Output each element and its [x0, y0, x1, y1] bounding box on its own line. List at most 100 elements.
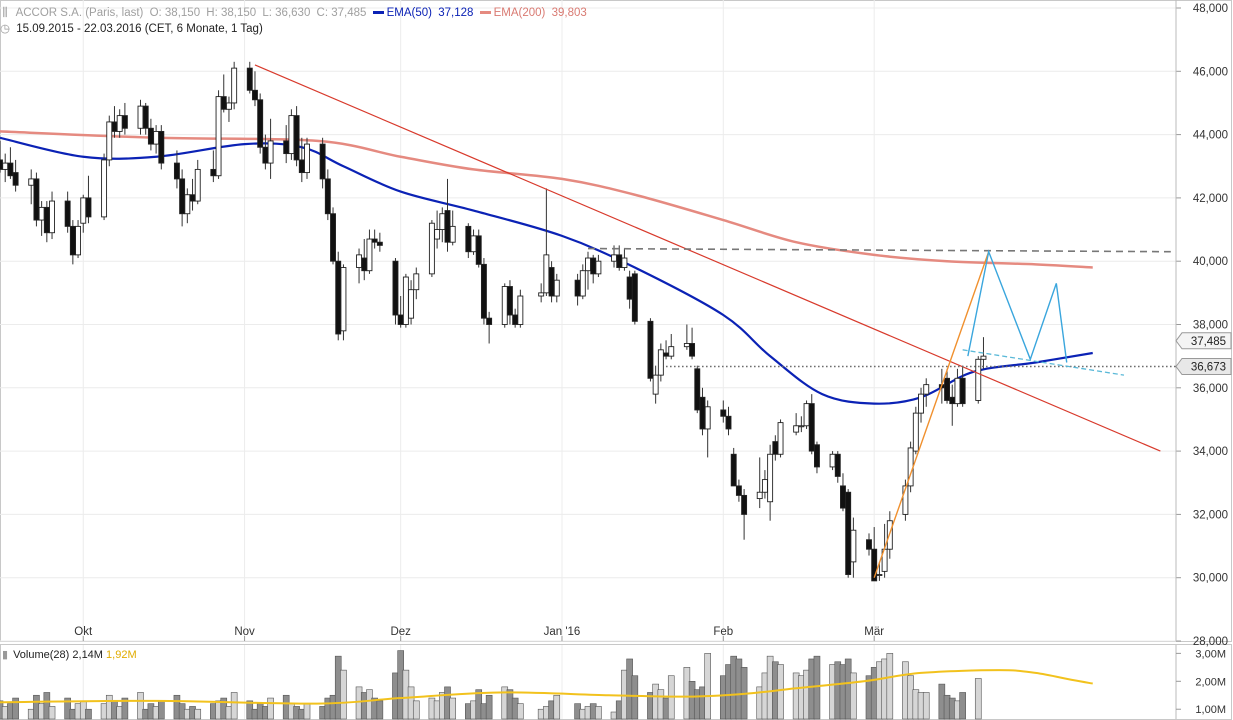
- candle: [683, 343, 690, 348]
- candle: [689, 343, 696, 357]
- candle: [616, 254, 623, 268]
- candle: [538, 292, 545, 297]
- candle: [866, 539, 872, 550]
- candle: [798, 425, 805, 428]
- candle: [2, 162, 9, 170]
- candle: [506, 286, 513, 316]
- x-tick-label: Mär: [864, 626, 884, 638]
- y-tick-label: 38,000: [1193, 320, 1228, 332]
- volume-tick-label: 3,00M: [1195, 648, 1226, 660]
- candle: [43, 206, 50, 234]
- candle: [767, 453, 774, 503]
- volume-bar: [813, 655, 821, 720]
- candle: [283, 140, 290, 155]
- neckline: [962, 349, 1125, 376]
- candle: [772, 441, 779, 455]
- candle: [475, 235, 482, 265]
- candle: [80, 197, 87, 224]
- candle: [553, 279, 560, 297]
- ema200-label[interactable]: EMA(200): [493, 7, 546, 19]
- candle: [194, 168, 201, 202]
- candle: [829, 453, 836, 468]
- ema50-swatch: [372, 11, 384, 15]
- candle: [611, 254, 617, 262]
- volume-bar: [158, 700, 165, 720]
- candle: [585, 257, 591, 272]
- candle: [324, 178, 331, 215]
- volume-bar: [631, 675, 639, 720]
- candle: [631, 273, 638, 322]
- last-price-label: 37,485: [1191, 336, 1226, 348]
- candle: [392, 260, 399, 316]
- candle: [106, 121, 113, 161]
- volume-tick-label: 1,00M: [1195, 704, 1226, 716]
- candle: [147, 127, 154, 145]
- volume-bar: [412, 700, 420, 720]
- candle: [361, 257, 368, 272]
- candle: [720, 409, 727, 417]
- clock-icon: ◷: [0, 23, 11, 35]
- volume-bar: [922, 692, 930, 720]
- candle: [0, 159, 3, 170]
- candle: [595, 260, 602, 275]
- candle: [871, 548, 878, 582]
- candle: [465, 225, 472, 253]
- y-tick-label: 32,000: [1193, 509, 1228, 521]
- volume-bar: [517, 703, 524, 720]
- candle: [512, 314, 519, 325]
- candle: [319, 143, 326, 180]
- volume-value: 2,14M: [72, 649, 103, 661]
- volume-bar: [974, 678, 982, 720]
- x-axis: Okt Nov Dez Jan '16 Feb Mär: [74, 626, 884, 641]
- candle: [356, 254, 362, 268]
- candle: [876, 574, 883, 576]
- candle: [574, 279, 581, 297]
- candle: [590, 257, 597, 275]
- candle: [626, 276, 633, 300]
- volume-bar: [886, 653, 894, 720]
- candle: [704, 406, 711, 430]
- volume-label[interactable]: Volume(28): [13, 649, 70, 661]
- ema50-label[interactable]: EMA(50): [386, 7, 432, 19]
- candle: [725, 415, 732, 430]
- candle: [215, 96, 222, 177]
- candle: [371, 238, 378, 243]
- candle: [413, 273, 420, 291]
- price-labels: 37,485 36,673: [1175, 332, 1232, 375]
- volume-panel: [0, 650, 1093, 720]
- candle: [153, 130, 160, 145]
- y-tick-label: 44,000: [1193, 130, 1228, 142]
- candle: [694, 368, 701, 411]
- y-tick-label: 42,000: [1193, 193, 1228, 205]
- y-tick-label: 30,000: [1193, 573, 1228, 585]
- volume-bar: [777, 664, 784, 720]
- candle: [428, 222, 435, 275]
- candle: [28, 178, 35, 186]
- candle: [980, 355, 987, 360]
- chart-legend: ⫼ ACCOR S.A. (Paris, last) O: 38,150 H: …: [0, 5, 590, 21]
- candle: [267, 140, 274, 164]
- candle: [840, 485, 846, 509]
- volume-bar: [340, 669, 347, 720]
- candle: [944, 377, 950, 401]
- candle: [621, 257, 628, 268]
- volume-bar: [230, 692, 238, 720]
- ohlc-low: L: 36,630: [262, 7, 311, 19]
- candle: [101, 159, 108, 218]
- candle: [803, 403, 810, 427]
- candle: [814, 444, 820, 468]
- y-tick-label: 28,000: [1193, 636, 1228, 648]
- candle: [69, 225, 76, 256]
- candle: [741, 494, 748, 515]
- ema50-value: 37,128: [438, 7, 474, 19]
- downtrend-line: [254, 64, 1161, 452]
- candle: [439, 213, 446, 231]
- candle: [959, 377, 966, 405]
- support-price-label: 36,673: [1191, 361, 1226, 373]
- candle: [434, 229, 441, 240]
- volume-bar: [959, 692, 966, 720]
- candle: [85, 197, 92, 218]
- candle: [470, 235, 477, 253]
- candle: [761, 479, 768, 493]
